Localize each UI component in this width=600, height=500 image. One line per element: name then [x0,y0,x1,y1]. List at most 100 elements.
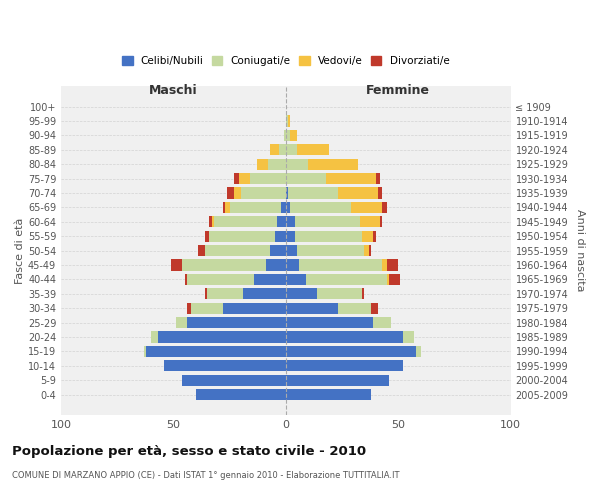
Bar [326,173,376,184]
Bar [205,288,207,300]
Text: Popolazione per età, sesso e stato civile - 2010: Popolazione per età, sesso e stato civil… [12,445,366,458]
Bar [205,245,270,256]
Bar [306,274,387,285]
Bar [308,158,358,170]
Bar [212,216,214,228]
Bar [351,202,382,213]
Bar [286,260,299,270]
Bar [230,202,281,213]
Bar [185,274,187,285]
Bar [297,245,364,256]
Bar [176,317,187,328]
Bar [387,274,389,285]
Bar [338,302,371,314]
Bar [297,144,329,156]
Bar [187,302,191,314]
Bar [158,332,286,342]
Text: Femmine: Femmine [366,84,430,96]
Bar [250,173,286,184]
Y-axis label: Fasce di età: Fasce di età [15,218,25,284]
Bar [254,274,286,285]
Bar [225,202,230,213]
Bar [239,173,250,184]
Bar [295,216,360,228]
Bar [286,216,295,228]
Bar [369,245,371,256]
Bar [416,346,421,357]
Bar [286,158,308,170]
Bar [362,230,373,242]
Bar [227,188,234,198]
Bar [290,130,297,141]
Bar [286,144,297,156]
Bar [275,230,286,242]
Bar [146,346,286,357]
Bar [286,188,288,198]
Bar [182,374,286,386]
Text: Maschi: Maschi [149,84,198,96]
Bar [286,245,297,256]
Bar [187,317,286,328]
Bar [286,202,290,213]
Bar [387,260,398,270]
Bar [286,374,389,386]
Bar [382,260,387,270]
Bar [268,158,286,170]
Bar [191,302,223,314]
Bar [277,216,286,228]
Bar [373,230,376,242]
Bar [378,188,382,198]
Bar [207,288,243,300]
Bar [286,130,290,141]
Bar [234,188,241,198]
Bar [234,173,239,184]
Bar [288,116,290,126]
Bar [286,288,317,300]
Bar [382,202,387,213]
Bar [376,173,380,184]
Bar [286,274,306,285]
Bar [196,389,286,400]
Bar [371,302,378,314]
Bar [286,360,403,372]
Bar [182,260,266,270]
Bar [403,332,414,342]
Bar [151,332,158,342]
Bar [209,230,275,242]
Bar [187,274,254,285]
Bar [286,317,373,328]
Bar [295,230,362,242]
Bar [171,260,182,270]
Bar [286,389,371,400]
Bar [288,188,338,198]
Bar [164,360,286,372]
Bar [281,202,286,213]
Bar [223,202,225,213]
Legend: Celibi/Nubili, Coniugati/e, Vedovi/e, Divorziati/e: Celibi/Nubili, Coniugati/e, Vedovi/e, Di… [118,52,454,70]
Bar [286,230,295,242]
Bar [373,317,391,328]
Bar [362,288,364,300]
Bar [243,288,286,300]
Bar [205,230,209,242]
Bar [257,158,268,170]
Bar [270,245,286,256]
Bar [279,144,286,156]
Bar [389,274,400,285]
Bar [380,216,382,228]
Bar [209,216,212,228]
Y-axis label: Anni di nascita: Anni di nascita [575,210,585,292]
Bar [360,216,380,228]
Bar [286,173,326,184]
Bar [364,245,369,256]
Bar [241,188,286,198]
Bar [198,245,205,256]
Bar [317,288,362,300]
Bar [284,130,286,141]
Bar [223,302,286,314]
Bar [338,188,378,198]
Bar [286,116,288,126]
Bar [299,260,382,270]
Text: COMUNE DI MARZANO APPIO (CE) - Dati ISTAT 1° gennaio 2010 - Elaborazione TUTTITA: COMUNE DI MARZANO APPIO (CE) - Dati ISTA… [12,470,400,480]
Bar [214,216,277,228]
